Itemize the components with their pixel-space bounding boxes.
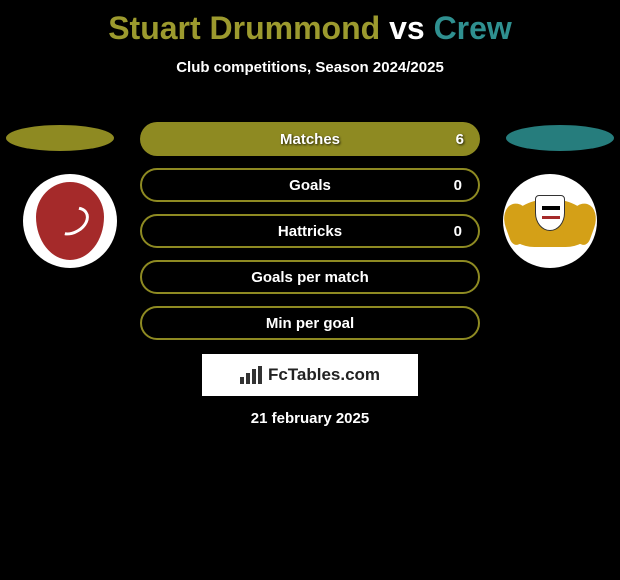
doncaster-crest-icon (511, 187, 589, 255)
stat-label: Min per goal (266, 315, 354, 332)
player1-name: Stuart Drummond (108, 10, 380, 46)
stat-value-right: 0 (454, 177, 462, 194)
bar-chart-icon (240, 366, 262, 384)
stat-row: Goals 0 (140, 168, 480, 202)
watermark: FcTables.com (202, 354, 418, 396)
footer-date: 21 february 2025 (0, 410, 620, 427)
vs-text: vs (389, 10, 425, 46)
club-badge-left (23, 174, 117, 268)
player2-name: Crew (434, 10, 512, 46)
watermark-text: FcTables.com (268, 365, 380, 385)
shrimp-icon (50, 206, 90, 236)
stat-label: Matches (280, 131, 340, 148)
club-badge-right (503, 174, 597, 268)
stat-row: Matches 6 (140, 122, 480, 156)
shield-icon (535, 195, 565, 231)
stat-value-right: 6 (456, 131, 464, 148)
player2-silhouette (506, 125, 614, 151)
subtitle: Club competitions, Season 2024/2025 (0, 59, 620, 76)
stat-row: Goals per match (140, 260, 480, 294)
stat-value-right: 0 (454, 223, 462, 240)
stat-label: Hattricks (278, 223, 342, 240)
stat-label: Goals per match (251, 269, 369, 286)
stats-panel: Matches 6 Goals 0 Hattricks 0 Goals per match M… (140, 122, 480, 352)
comparison-title: Stuart Drummond vs Crew (0, 0, 620, 47)
stat-row: Min per goal (140, 306, 480, 340)
stat-label: Goals (289, 177, 331, 194)
stat-row: Hattricks 0 (140, 214, 480, 248)
player1-silhouette (6, 125, 114, 151)
morecambe-crest-icon (34, 180, 106, 262)
